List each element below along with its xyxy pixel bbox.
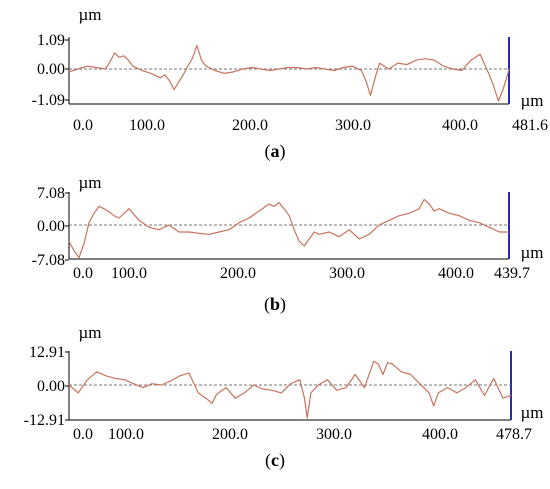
panel-c-caption: (c) (265, 450, 285, 471)
panel-a-x-unit: µm (520, 91, 543, 110)
panel-c-x-unit: µm (520, 403, 543, 422)
panel-c-x-tick-label: 100.0 (108, 426, 144, 443)
panel-c-y-unit: µm (78, 323, 101, 342)
panel-b-x-tick-label: 439.7 (494, 265, 530, 282)
panel-b-x-tick-label: 100.0 (111, 265, 147, 282)
panel-c-y-tick-label: -12.91 (24, 412, 65, 429)
panel-b-y-tick-label: 0.00 (37, 218, 65, 235)
panel-a-y-tick-label: 1.09 (37, 32, 65, 49)
panel-a-y-tick-label: 0.00 (37, 61, 65, 78)
panel-a-profile-line (68, 44, 510, 102)
panel-a-x-tick-label: 100.0 (129, 117, 165, 134)
panel-a-x-tick-label: 300.0 (335, 117, 371, 134)
panel-a-x-tick-label: 200.0 (232, 117, 268, 134)
panel-c-x-tick-label: 0.0 (73, 426, 93, 443)
panel-a-y-tick-label: -1.09 (32, 92, 65, 109)
panel-a-caption: (a) (265, 141, 286, 162)
panel-c-x-tick-label: 400.0 (422, 426, 458, 443)
panel-b-x-tick-label: 300.0 (329, 265, 365, 282)
panel-c-profile-line (68, 360, 512, 419)
panel-c-x-tick-label: 300.0 (316, 426, 352, 443)
panel-a-y-unit: µm (78, 5, 101, 24)
panel-c-y-tick-label: 0.00 (37, 378, 65, 395)
panel-b-y-tick-label: 7.08 (37, 185, 65, 202)
panel-b-x-unit: µm (520, 243, 543, 262)
panel-b-y-unit: µm (78, 173, 101, 192)
panel-a-x-tick-label: 481.6 (512, 117, 548, 134)
panel-c-x-tick-label: 478.7 (496, 426, 532, 443)
panel-c-x-tick-label: 200.0 (212, 426, 248, 443)
panel-b-x-tick-label: 400.0 (438, 265, 474, 282)
panel-c-y-tick-label: 12.91 (29, 344, 65, 361)
panel-a-x-tick-label: 400.0 (442, 117, 478, 134)
panel-a-x-tick-label: 0.0 (73, 117, 93, 134)
panel-b-caption: (b) (264, 294, 286, 315)
panel-b-profile-line (68, 198, 509, 259)
panel-b-x-tick-label: 200.0 (220, 265, 256, 282)
panel-b-y-tick-label: -7.08 (32, 252, 65, 269)
panel-b-x-tick-label: 0.0 (73, 265, 93, 282)
